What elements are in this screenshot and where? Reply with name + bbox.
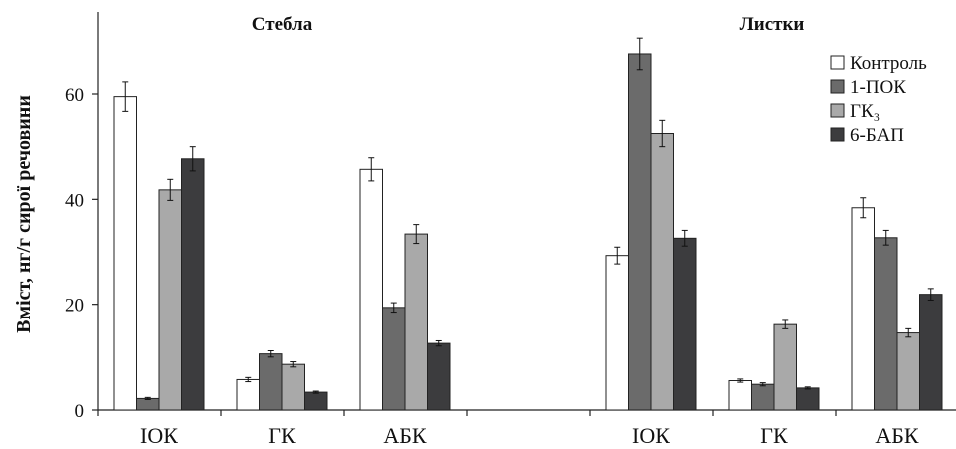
legend-swatch	[830, 103, 845, 118]
bar	[673, 237, 697, 411]
bar	[113, 96, 137, 411]
legend-label: 1-ПОК	[850, 77, 906, 98]
bars	[113, 53, 943, 411]
x-category-label: АБК	[875, 423, 919, 448]
bar	[281, 363, 305, 411]
x-category-label: АБК	[383, 423, 427, 448]
bar	[158, 189, 182, 411]
legend-label: 6-БАП	[850, 125, 904, 146]
bar	[359, 168, 383, 411]
axes	[92, 12, 956, 416]
panel-title: Листки	[740, 14, 805, 35]
bar	[605, 255, 629, 411]
bar	[404, 233, 428, 411]
bar	[236, 378, 260, 411]
bar	[628, 53, 652, 411]
bar	[728, 380, 752, 411]
y-tick-label: 60	[65, 85, 84, 106]
legend-swatch	[830, 55, 845, 70]
legend-swatch	[830, 127, 845, 142]
error-bars	[122, 37, 934, 400]
y-axis-label: Вміст, нг/г сирої речовини	[13, 95, 35, 333]
bar	[136, 397, 160, 411]
bar	[304, 391, 328, 411]
legend-label: Контроль	[850, 53, 927, 74]
bar	[919, 294, 943, 411]
x-category-label: ІОК	[632, 423, 670, 448]
x-category-label: ІОК	[140, 423, 178, 448]
bar	[427, 342, 451, 411]
y-tick-label: 20	[65, 296, 84, 317]
x-category-label: ГК	[268, 423, 296, 448]
bar	[650, 133, 674, 411]
y-tick-label: 0	[75, 401, 85, 422]
panel-title: Стебла	[252, 14, 313, 35]
legend: Контроль 1-ПОК ГК₃ 6-БАП	[830, 53, 927, 146]
legend-label: ГК₃	[850, 101, 880, 122]
bar	[896, 332, 920, 411]
bar	[773, 323, 797, 411]
bar	[382, 307, 406, 411]
labels: 0 20 40 60 Вміст, нг/г сирої речовини ІОК ГК АБ…	[13, 14, 919, 448]
legend-swatch	[830, 79, 845, 94]
bar	[796, 387, 820, 411]
bar	[874, 237, 898, 411]
x-category-label: ГК	[760, 423, 788, 448]
bar	[259, 353, 283, 411]
bar	[751, 383, 775, 411]
y-tick-label: 40	[65, 190, 84, 211]
bar	[181, 158, 205, 411]
bar	[851, 207, 875, 411]
